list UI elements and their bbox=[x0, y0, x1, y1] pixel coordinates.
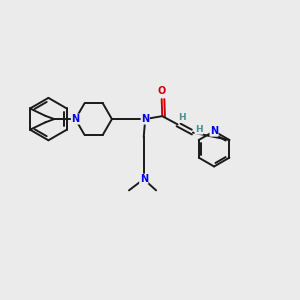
Text: H: H bbox=[178, 113, 185, 122]
Text: O: O bbox=[158, 86, 166, 96]
Text: N: N bbox=[71, 114, 80, 124]
Text: N: N bbox=[140, 174, 148, 184]
Text: N: N bbox=[141, 114, 149, 124]
Text: H: H bbox=[195, 125, 202, 134]
Text: N: N bbox=[210, 126, 218, 136]
